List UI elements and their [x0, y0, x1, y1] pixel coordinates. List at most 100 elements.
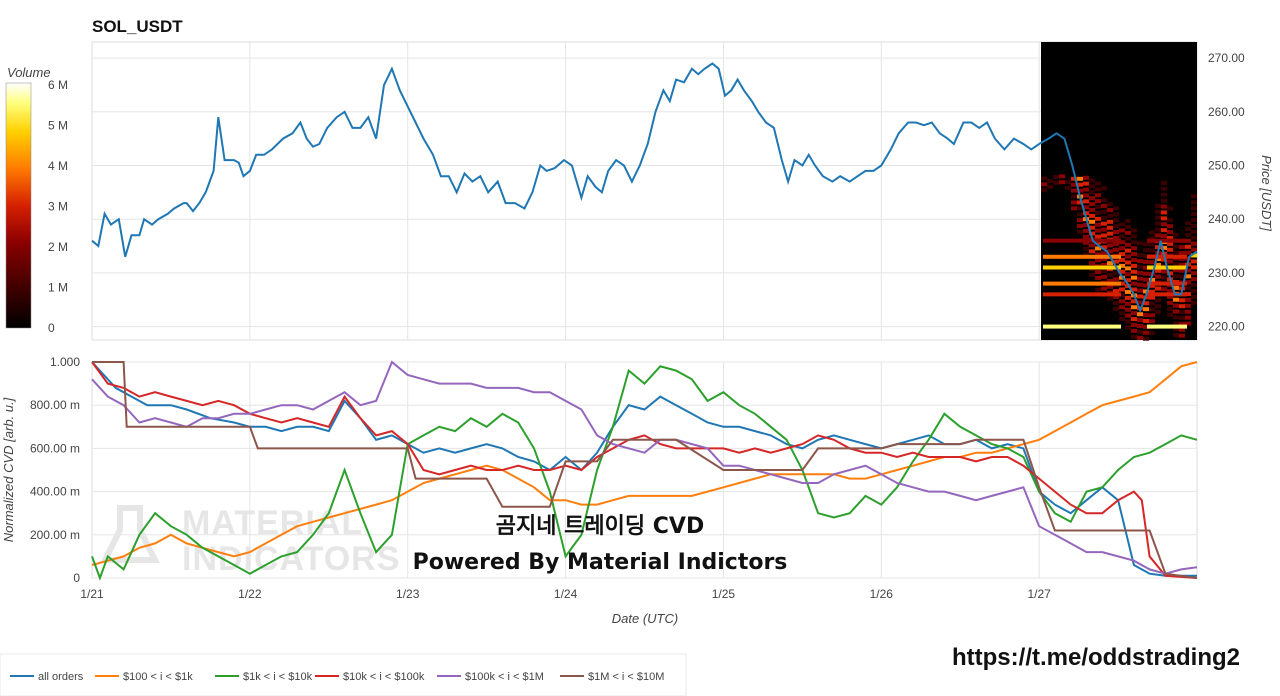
- heatmap-cell: [1185, 280, 1191, 285]
- heatmap-cell: [1161, 186, 1167, 191]
- heatmap-cell: [1191, 241, 1197, 246]
- heatmap-cell: [1143, 313, 1149, 318]
- heatmap-cell: [1047, 184, 1053, 189]
- heatmap-cell: [1113, 212, 1119, 217]
- heatmap-cell: [1125, 260, 1131, 265]
- colorbar-tick-label: 1 M: [48, 281, 68, 295]
- heatmap-cell: [1083, 240, 1089, 245]
- heatmap-cell: [1107, 296, 1113, 301]
- heatmap-cell: [1149, 313, 1155, 318]
- legend-label: $10k < i < $100k: [343, 671, 425, 683]
- heatmap-cell: [1185, 250, 1191, 255]
- heatmap-cell: [1095, 193, 1101, 198]
- heatmap-cell: [1179, 262, 1185, 267]
- heatmap-cell: [1185, 244, 1191, 249]
- heatmap-cell: [1161, 210, 1167, 215]
- heatmap-cell: [1149, 277, 1155, 282]
- heatmap-cell: [1089, 184, 1095, 189]
- heatmap-band: [1147, 292, 1187, 297]
- cvd-series-line: [91, 361, 1198, 579]
- heatmap-cell: [1119, 281, 1125, 286]
- heatmap-cell: [1095, 187, 1101, 192]
- heatmap-cell: [1131, 322, 1137, 327]
- heatmap-cell: [1119, 299, 1125, 304]
- heatmap-cell: [1119, 317, 1125, 322]
- heatmap-cell: [1161, 269, 1167, 274]
- heatmap-cell: [1089, 202, 1095, 207]
- heatmap-cell: [1143, 254, 1149, 259]
- legend-label: $1k < i < $10k: [243, 671, 313, 683]
- heatmap-cell: [1161, 228, 1167, 233]
- heatmap-cell: [1143, 289, 1149, 294]
- cvd-plot-area: [91, 361, 1198, 579]
- heatmap-cell: [1179, 298, 1185, 303]
- heatmap-cell: [1149, 236, 1155, 241]
- heatmap-cell: [1137, 312, 1143, 317]
- heatmap-cell: [1077, 229, 1083, 234]
- heatmap-cell: [1125, 230, 1131, 235]
- heatmap-band: [1043, 281, 1121, 286]
- heatmap-cell: [1173, 250, 1179, 255]
- heatmap-cell: [1173, 285, 1179, 290]
- heatmap-cell: [1113, 277, 1119, 282]
- cvd-tick-label: 800.00 m: [30, 398, 80, 412]
- heatmap-cell: [1101, 268, 1107, 273]
- heatmap-cell: [1083, 211, 1089, 216]
- colorbar-tick-label: 0: [48, 321, 55, 335]
- heatmap-cell: [1161, 287, 1167, 292]
- heatmap-cell: [1143, 336, 1149, 341]
- heatmap-cell: [1173, 262, 1179, 267]
- heatmap-cell: [1179, 256, 1185, 261]
- heatmap-cell: [1191, 288, 1197, 293]
- heatmap-cell: [1161, 234, 1167, 239]
- heatmap-cell: [1095, 205, 1101, 210]
- heatmap-cell: [1131, 257, 1137, 262]
- heatmap-cell: [1173, 244, 1179, 249]
- heatmap-cell: [1101, 245, 1107, 250]
- heatmap-cell: [1131, 287, 1137, 292]
- heatmap-cell: [1095, 228, 1101, 233]
- heatmap-cell: [1149, 260, 1155, 265]
- heatmap-cell: [1119, 228, 1125, 233]
- colorbar-title: Volume: [7, 65, 51, 80]
- heatmap-cell: [1185, 297, 1191, 302]
- price-axis-title: Price [USDT]: [1259, 155, 1274, 231]
- heatmap-cell: [1083, 223, 1089, 228]
- heatmap-cell: [1167, 312, 1173, 317]
- heatmap-cell: [1083, 228, 1089, 233]
- heatmap-cell: [1143, 248, 1149, 253]
- heatmap-cell: [1077, 188, 1083, 193]
- heatmap-cell: [1173, 232, 1179, 237]
- heatmap-cell: [1119, 257, 1125, 262]
- heatmap-cell: [1149, 283, 1155, 288]
- heatmap-cell: [1125, 289, 1131, 294]
- heatmap-cell: [1095, 216, 1101, 221]
- heatmap-cell: [1155, 262, 1161, 267]
- heatmap-cell: [1143, 324, 1149, 329]
- heatmap-cell: [1173, 297, 1179, 302]
- heatmap-cell: [1191, 235, 1197, 240]
- heatmap-cell: [1185, 221, 1191, 226]
- heatmap-cell: [1131, 252, 1137, 257]
- heatmap-cell: [1149, 331, 1155, 336]
- heatmap-cell: [1191, 271, 1197, 276]
- heatmap-cell: [1113, 218, 1119, 223]
- heatmap-cell: [1137, 300, 1143, 305]
- heatmap-cell: [1125, 313, 1131, 318]
- watermark-line2: INDICATORS: [182, 540, 400, 578]
- heatmap-band: [1043, 324, 1121, 329]
- heatmap-cell: [1113, 295, 1119, 300]
- heatmap-cell: [1167, 271, 1173, 276]
- heatmap-cell: [1155, 203, 1161, 208]
- heatmap-cell: [1173, 303, 1179, 308]
- heatmap-cell: [1131, 246, 1137, 251]
- heatmap-cell: [1185, 321, 1191, 326]
- heatmap-cell: [1191, 206, 1197, 211]
- heatmap-cell: [1149, 289, 1155, 294]
- heatmap-cell: [1107, 278, 1113, 283]
- heatmap-cell: [1167, 230, 1173, 235]
- heatmap-cell: [1071, 206, 1077, 211]
- heatmap-cell: [1137, 276, 1143, 281]
- heatmap-cell: [1161, 216, 1167, 221]
